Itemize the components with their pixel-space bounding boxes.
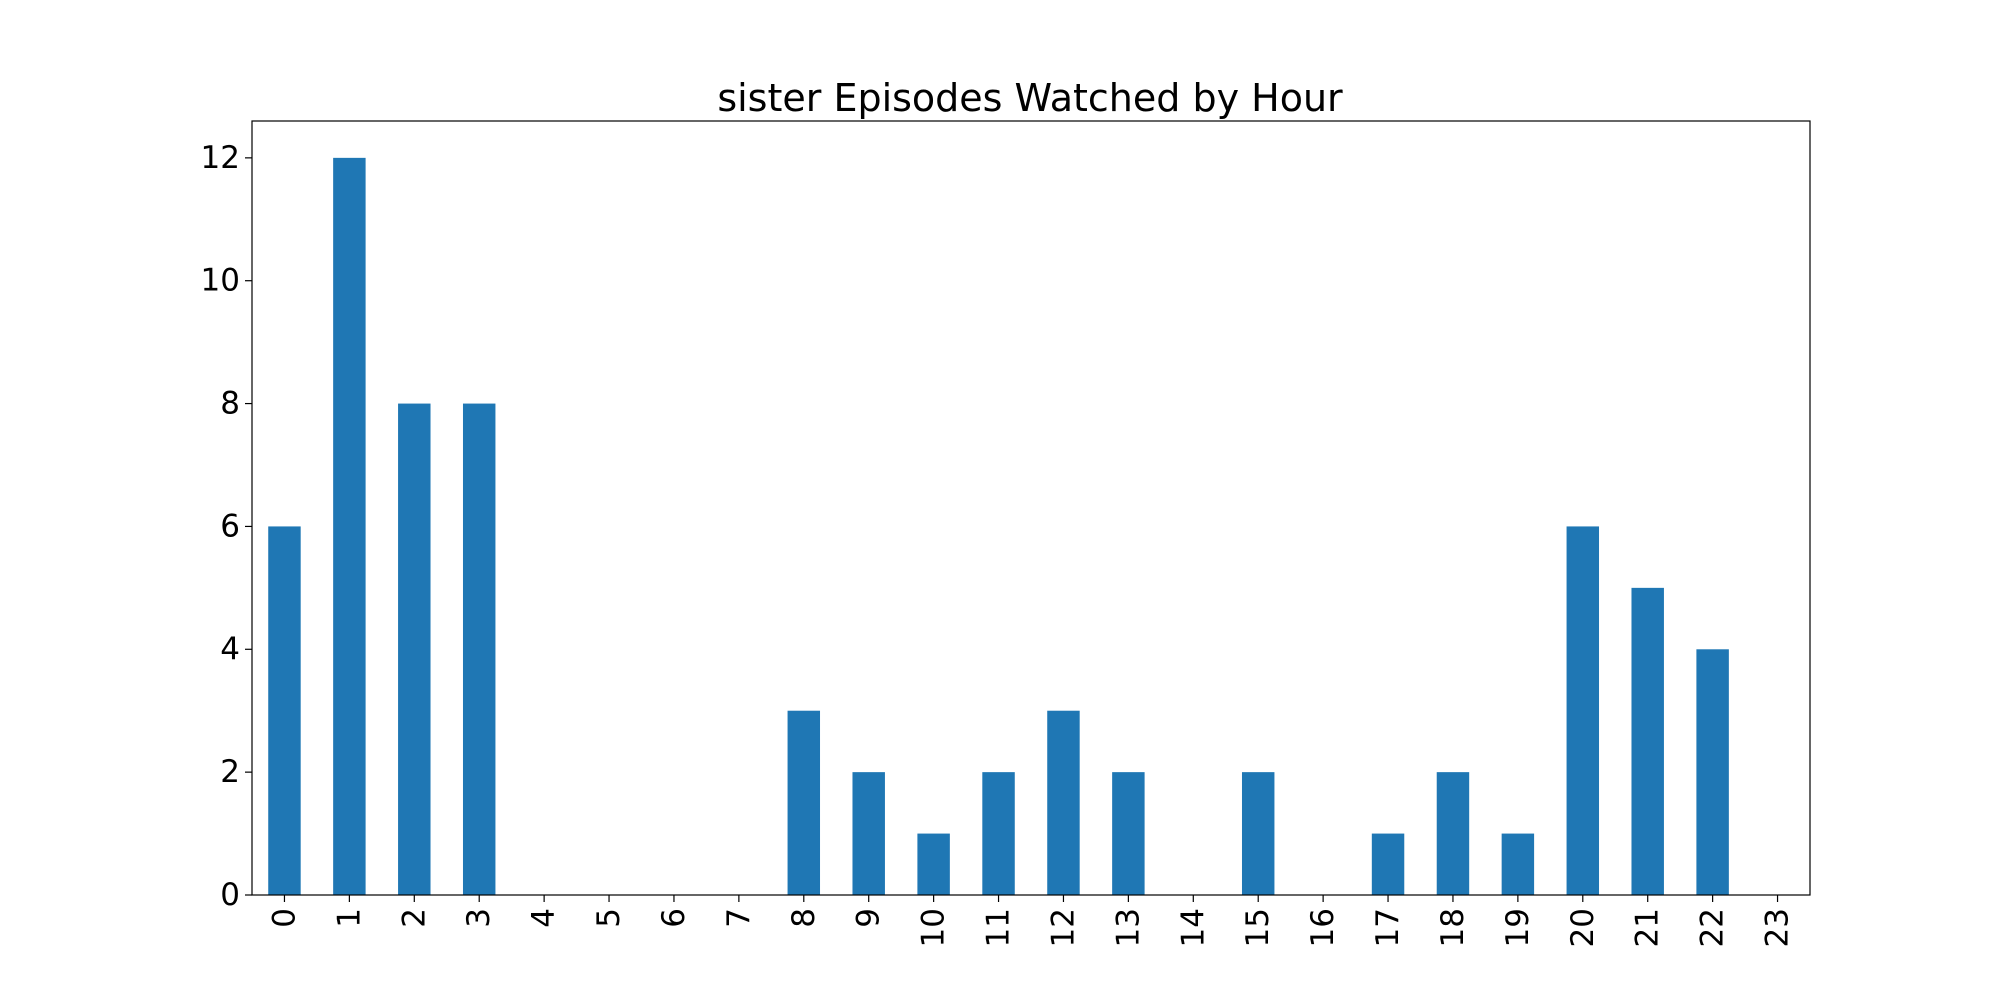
bar-hour-22 [1696, 649, 1729, 895]
y-tick-label: 0 [220, 877, 240, 913]
x-tick-label: 4 [526, 908, 562, 928]
bar-hour-1 [333, 157, 366, 895]
bar-hour-13 [1112, 772, 1145, 895]
x-tick-label: 9 [851, 908, 887, 928]
x-tick-label: 16 [1305, 908, 1341, 947]
x-tick-label: 22 [1695, 908, 1731, 947]
plot-frame [251, 120, 1811, 896]
bars-layer [268, 157, 1729, 895]
x-tick-label: 2 [396, 908, 432, 928]
x-axis: 0 1 2 3 4 5 6 7 8 9 10 11 12 13 14 15 16 17 18 19 20 21 22 23 [266, 895, 1796, 947]
y-tick-label: 10 [201, 263, 240, 299]
x-tick-label: 12 [1045, 908, 1081, 947]
x-tick-label: 21 [1630, 908, 1666, 947]
x-tick-label: 17 [1370, 908, 1406, 947]
x-tick-label: 3 [461, 908, 497, 928]
bar-hour-18 [1436, 772, 1470, 895]
x-tick-label: 14 [1175, 908, 1211, 947]
y-axis: 0 2 4 6 8 10 12 [201, 140, 252, 913]
bar-hour-2 [398, 403, 431, 895]
chart-title: sister Episodes Watched by Hour [717, 76, 1343, 120]
x-tick-label: 7 [721, 908, 757, 928]
bar-hour-15 [1241, 772, 1275, 895]
bar-hour-12 [1047, 710, 1080, 895]
bar-hour-19 [1501, 833, 1535, 895]
x-tick-label: 13 [1110, 908, 1146, 947]
x-tick-label: 19 [1500, 908, 1536, 947]
bar-hour-3 [462, 403, 496, 895]
y-tick-label: 4 [220, 631, 240, 667]
bar-hour-17 [1371, 833, 1405, 895]
x-tick-label: 11 [981, 908, 1017, 947]
bar-hour-11 [982, 772, 1015, 895]
x-tick-label: 20 [1565, 908, 1601, 947]
bar-hour-21 [1631, 587, 1664, 895]
x-tick-label: 6 [656, 908, 692, 928]
x-tick-label: 1 [331, 908, 367, 928]
x-tick-label: 8 [786, 908, 822, 928]
bar-hour-8 [787, 710, 821, 895]
bar-hour-0 [268, 526, 301, 895]
x-tick-label: 18 [1435, 908, 1471, 947]
y-tick-label: 2 [220, 754, 240, 790]
bar-hour-10 [917, 833, 950, 895]
y-tick-label: 6 [220, 508, 240, 544]
bar-hour-20 [1566, 526, 1600, 895]
x-tick-label: 23 [1760, 908, 1796, 947]
x-tick-label: 0 [266, 908, 302, 928]
x-tick-label: 10 [916, 908, 952, 947]
bar-hour-9 [852, 772, 885, 895]
y-tick-label: 8 [220, 386, 240, 422]
x-tick-label: 5 [591, 908, 627, 928]
x-tick-label: 15 [1240, 908, 1276, 947]
y-tick-label: 12 [201, 140, 240, 176]
